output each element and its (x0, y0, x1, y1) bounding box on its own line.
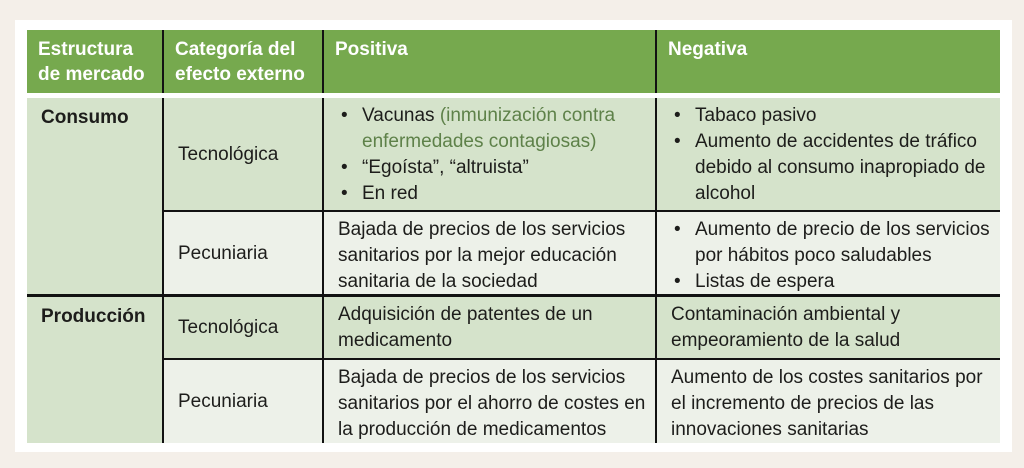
cell-positive-consumo-tecnologica: Vacunas (inmunización contra enfermedade… (322, 98, 655, 210)
cell-category-consumo-pecuniaria: Pecuniaria (162, 210, 322, 294)
bullet-item: Listas de espera (671, 269, 992, 294)
bullet-list: Tabaco pasivo Aumento de accidentes de t… (671, 103, 992, 207)
category-label: Tecnológica (178, 317, 279, 338)
accent-text: (inmunización contra enfermedades contag… (362, 105, 616, 152)
bullet-text: Vacunas (362, 105, 440, 126)
table-frame: Estructura de mercado Categoría del efec… (15, 20, 1012, 452)
bullet-text: Tabaco pasivo (695, 105, 817, 126)
table-header-row: Estructura de mercado Categoría del efec… (27, 30, 1000, 93)
cell-positive-produccion-pecuniaria: Bajada de precios de los servicios sanit… (322, 358, 655, 443)
header-cell-market-structure: Estructura de mercado (38, 39, 145, 85)
cell-positive-produccion-tecnologica: Adquisición de patentes de un medicament… (322, 294, 655, 358)
cell-negative-produccion-pecuniaria: Aumento de los costes sanitarios por el … (655, 358, 1000, 443)
cell-market-consumo: Consumo (27, 98, 162, 294)
cell-text: Aumento de los costes sanitarios por el … (671, 367, 983, 440)
category-label: Pecuniaria (178, 391, 268, 412)
bullet-text: Aumento de accidentes de tráfico debido … (695, 131, 986, 204)
cell-negative-consumo-tecnologica: Tabaco pasivo Aumento de accidentes de t… (655, 98, 1000, 210)
bullet-text: Aumento de precio de los servicios por h… (695, 219, 990, 266)
cell-text: Adquisición de patentes de un medicament… (338, 304, 593, 351)
bullet-item: Vacunas (inmunización contra enfermedade… (338, 103, 647, 155)
category-label: Pecuniaria (178, 242, 268, 264)
header-cell-external-effect-category: Categoría del efecto externo (162, 30, 322, 93)
cell-text: Bajada de precios de los servicios sanit… (338, 367, 646, 440)
bullet-list: Vacunas (inmunización contra enfermedade… (338, 103, 647, 207)
cell-text: Contaminación ambiental y empeoramiento … (671, 304, 901, 351)
cell-category-produccion-pecuniaria: Pecuniaria (162, 358, 322, 443)
cell-negative-consumo-pecuniaria: Aumento de precio de los servicios por h… (655, 210, 1000, 294)
header-cell-negative: Negativa (655, 30, 1000, 93)
header-cell-positive: Positiva (322, 30, 655, 93)
cell-text: Bajada de precios de los servicios sanit… (338, 219, 626, 292)
bullet-text: En red (362, 183, 418, 204)
bullet-list: Aumento de precio de los servicios por h… (671, 217, 992, 294)
cell-category-consumo-tecnologica: Tecnológica (162, 98, 322, 210)
bullet-text: “Egoísta”, “altruista” (362, 157, 529, 178)
bullet-text: Listas de espera (695, 271, 835, 292)
cell-negative-produccion-tecnologica: Contaminación ambiental y empeoramiento … (655, 294, 1000, 358)
cell-market-produccion: Producción (27, 294, 162, 443)
table-body: Consumo Tecnológica Vacunas (inmunizació… (27, 98, 1000, 443)
bullet-item: En red (338, 181, 647, 207)
bullet-item: Aumento de accidentes de tráfico debido … (671, 129, 992, 207)
bullet-item: Aumento de precio de los servicios por h… (671, 217, 992, 269)
category-label: Tecnológica (178, 143, 279, 165)
cell-category-produccion-tecnologica: Tecnológica (162, 294, 322, 358)
bullet-item: “Egoísta”, “altruista” (338, 155, 647, 181)
cell-positive-consumo-pecuniaria: Bajada de precios de los servicios sanit… (322, 210, 655, 294)
bullet-item: Tabaco pasivo (671, 103, 992, 129)
